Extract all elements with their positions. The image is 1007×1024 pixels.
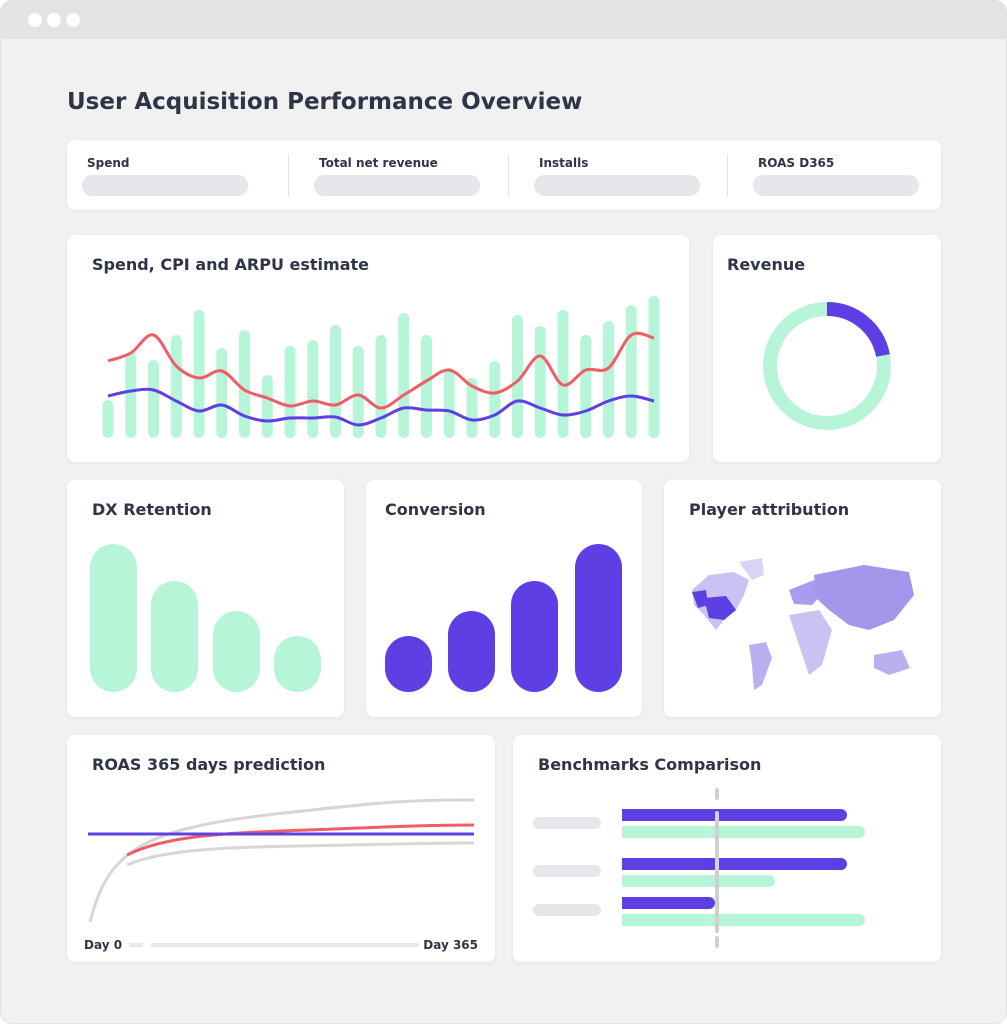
card-title: ROAS 365 days prediction <box>92 755 326 774</box>
window-dot-icon[interactable] <box>47 13 61 27</box>
window-titlebar <box>1 1 1006 39</box>
card-title: Revenue <box>727 255 806 274</box>
kpi-roas[interactable]: ROAS D365 <box>738 140 938 210</box>
revenue-donut <box>763 302 891 430</box>
yours-bar[interactable] <box>622 897 715 909</box>
retention-bar[interactable] <box>213 610 260 692</box>
card-title: Benchmarks Comparison <box>538 755 762 774</box>
spend-bar[interactable] <box>125 353 137 438</box>
card-title: Spend, CPI and ARPU estimate <box>92 255 369 274</box>
kpi-value-placeholder <box>534 175 700 196</box>
spend-bar[interactable] <box>193 310 205 438</box>
attribution-card: Player attribution <box>664 480 941 717</box>
map-asia[interactable] <box>814 565 914 630</box>
retention-card: DX Retention <box>67 480 344 717</box>
benchmarks-card: Benchmarks Comparison <box>513 735 941 962</box>
map-greenland[interactable] <box>739 558 764 580</box>
kpi-revenue[interactable]: Total net revenue <box>299 140 519 210</box>
map-south-america[interactable] <box>749 642 772 690</box>
kpi-label: Installs <box>539 156 589 170</box>
kpi-spend[interactable]: Spend <box>67 140 287 210</box>
spend-bar[interactable] <box>330 325 341 438</box>
divider <box>288 154 289 196</box>
spend-bar[interactable] <box>102 400 114 438</box>
retention-bar[interactable] <box>151 581 198 692</box>
spend-bar[interactable] <box>421 335 432 438</box>
divider <box>727 154 728 196</box>
spend-bar[interactable] <box>239 330 250 438</box>
kpi-installs[interactable]: Installs <box>519 140 739 210</box>
map-australia[interactable] <box>874 650 910 675</box>
upper-curve <box>88 798 475 923</box>
kpi-bar: Spend Total net revenue Installs ROAS D3… <box>67 140 941 210</box>
roas-chart <box>88 798 475 947</box>
spend-bar[interactable] <box>375 335 387 438</box>
world-map[interactable] <box>664 480 941 717</box>
row-label-placeholder <box>533 817 601 829</box>
benchmark-reference <box>715 788 719 948</box>
benchmark-bar[interactable] <box>622 914 865 926</box>
card-title: DX Retention <box>92 500 212 519</box>
revenue-card: Revenue <box>713 235 941 462</box>
window-dot-icon[interactable] <box>28 13 42 27</box>
spend-bar[interactable] <box>489 361 501 438</box>
row-label-placeholder <box>533 865 601 877</box>
prediction-curve <box>126 823 475 857</box>
benchmark-bar[interactable] <box>622 826 865 838</box>
spend-bar[interactable] <box>466 378 478 438</box>
kpi-label: ROAS D365 <box>758 156 835 170</box>
conversion-bar[interactable] <box>385 635 432 692</box>
x-end-label: Day 365 <box>423 938 478 952</box>
card-title: Conversion <box>385 500 486 519</box>
roas-card: ROAS 365 days prediction Day 0 Day 365 <box>67 735 495 962</box>
spend-bar[interactable] <box>580 335 592 438</box>
spend-chart <box>102 296 660 438</box>
yours-bar[interactable] <box>622 858 847 870</box>
kpi-label: Spend <box>87 156 130 170</box>
retention-bar[interactable] <box>90 544 137 692</box>
spend-bar[interactable] <box>352 346 364 438</box>
map-alaska[interactable] <box>692 590 708 608</box>
cpi-line <box>107 331 655 410</box>
kpi-label: Total net revenue <box>319 156 438 170</box>
spend-bar[interactable] <box>261 375 273 438</box>
row-label-placeholder <box>533 904 601 916</box>
page-title: User Acquisition Performance Overview <box>67 89 583 115</box>
spend-bar[interactable] <box>284 346 296 438</box>
donut-slice <box>763 302 891 430</box>
conversion-card: Conversion <box>366 480 642 717</box>
kpi-value-placeholder <box>314 175 480 196</box>
map-usa[interactable] <box>704 596 736 620</box>
spend-bar[interactable] <box>148 360 159 438</box>
spend-card: Spend, CPI and ARPU estimate <box>67 235 689 462</box>
arpu-line <box>107 387 655 427</box>
x-start-label: Day 0 <box>84 938 123 952</box>
conversion-bar[interactable] <box>511 581 558 692</box>
yours-bar[interactable] <box>622 809 847 821</box>
card-title: Player attribution <box>689 500 850 519</box>
spend-bar[interactable] <box>512 315 523 438</box>
lower-curve <box>126 841 475 867</box>
spend-bar[interactable] <box>534 326 546 438</box>
kpi-value-placeholder <box>753 175 919 196</box>
spend-bar[interactable] <box>170 335 182 438</box>
kpi-value-placeholder <box>82 175 248 196</box>
spend-bar[interactable] <box>307 340 319 438</box>
benchmark-bar[interactable] <box>622 875 775 887</box>
spend-bar[interactable] <box>603 321 614 438</box>
spend-bar[interactable] <box>443 368 455 438</box>
window-dot-icon[interactable] <box>66 13 80 27</box>
conversion-bar[interactable] <box>575 544 622 692</box>
retention-bar[interactable] <box>274 635 321 692</box>
spend-bar[interactable] <box>398 313 410 438</box>
spend-bar[interactable] <box>625 305 637 438</box>
spend-bar[interactable] <box>557 310 569 438</box>
spend-bar[interactable] <box>216 348 228 438</box>
divider <box>508 154 509 196</box>
map-africa[interactable] <box>789 610 832 675</box>
conversion-bar[interactable] <box>448 610 495 692</box>
spend-bar[interactable] <box>648 296 660 438</box>
